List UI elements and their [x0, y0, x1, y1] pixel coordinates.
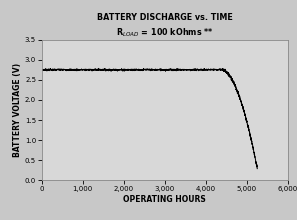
Y-axis label: BATTERY VOLTAGE (V): BATTERY VOLTAGE (V) — [13, 63, 22, 157]
X-axis label: OPERATING HOURS: OPERATING HOURS — [124, 195, 206, 204]
Title: BATTERY DISCHARGE vs. TIME
R$_{LOAD}$ = 100 kOhms **: BATTERY DISCHARGE vs. TIME R$_{LOAD}$ = … — [97, 13, 233, 39]
